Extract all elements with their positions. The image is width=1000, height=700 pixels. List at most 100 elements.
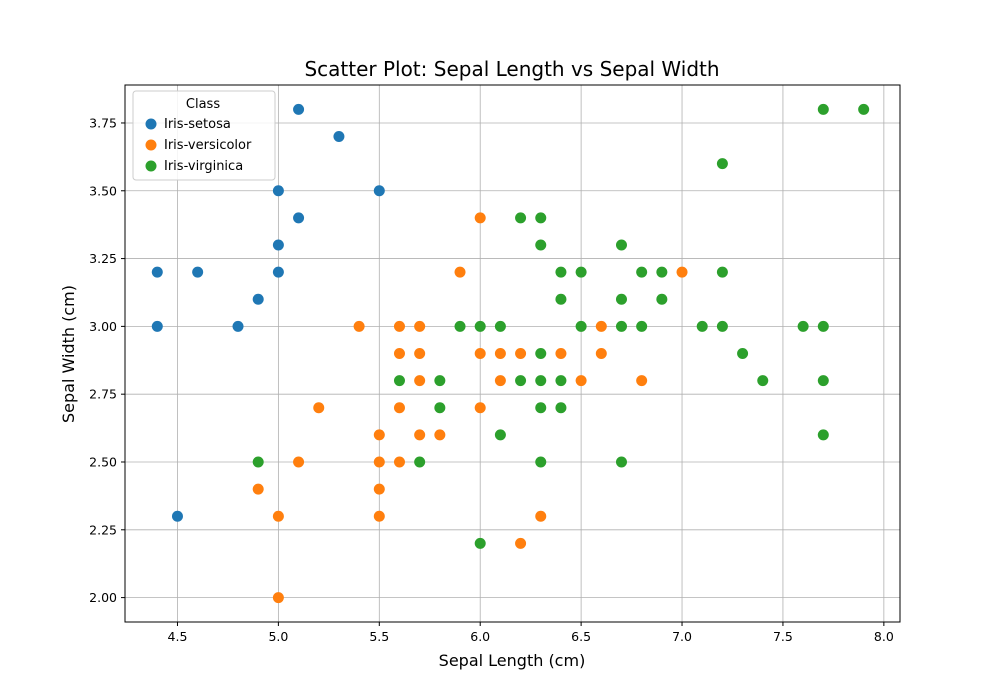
point-iris-virginica <box>434 375 446 387</box>
plot-area-frame <box>124 84 901 623</box>
point-iris-versicolor <box>474 348 486 359</box>
x-axis-title: Sepal Length (cm) <box>439 651 586 670</box>
point-iris-virginica <box>393 375 405 387</box>
point-iris-versicolor <box>293 456 305 468</box>
point-iris-virginica <box>474 537 486 549</box>
point-iris-versicolor <box>595 348 607 359</box>
point-iris-versicolor <box>272 510 284 522</box>
point-iris-versicolor <box>636 375 648 387</box>
point-iris-virginica <box>636 320 648 332</box>
legend-label-versicolor: Iris-versicolor <box>164 138 252 153</box>
legend-label-virginica: Iris-virginica <box>164 159 243 174</box>
point-iris-virginica <box>434 402 446 414</box>
point-iris-virginica <box>454 320 466 332</box>
x-tick-label: 7.0 <box>672 629 692 644</box>
point-iris-versicolor <box>272 592 284 604</box>
point-iris-virginica <box>817 375 829 387</box>
legend-marker-virginica <box>145 160 157 172</box>
point-iris-versicolor <box>454 266 466 278</box>
point-iris-versicolor <box>575 375 587 387</box>
y-tick-label: 2.75 <box>89 387 117 402</box>
point-iris-setosa <box>293 103 305 115</box>
x-tick-label: 7.5 <box>773 629 793 644</box>
point-iris-versicolor <box>414 429 426 441</box>
legend-box <box>132 90 276 181</box>
point-iris-setosa <box>373 185 385 197</box>
point-iris-virginica <box>817 429 829 441</box>
point-iris-virginica <box>555 266 567 278</box>
point-iris-versicolor <box>373 456 385 468</box>
x-tick-label: 5.0 <box>268 629 288 644</box>
y-tick-label: 3.50 <box>89 183 117 198</box>
point-iris-virginica <box>555 293 567 305</box>
point-iris-versicolor <box>494 375 506 387</box>
point-iris-virginica <box>555 402 567 414</box>
point-iris-virginica <box>858 103 870 115</box>
point-iris-setosa <box>272 239 284 251</box>
point-iris-versicolor <box>515 348 527 359</box>
x-tick-label: 5.5 <box>369 629 389 644</box>
point-iris-versicolor <box>313 402 325 414</box>
x-tick-label: 6.0 <box>470 629 490 644</box>
point-iris-versicolor <box>373 483 385 495</box>
point-iris-virginica <box>535 239 547 251</box>
point-iris-virginica <box>535 212 547 224</box>
x-tick-label: 6.5 <box>571 629 591 644</box>
point-iris-virginica <box>615 456 627 468</box>
point-iris-virginica <box>494 320 506 332</box>
point-iris-virginica <box>252 456 264 468</box>
point-iris-versicolor <box>373 429 385 441</box>
point-iris-virginica <box>575 266 587 278</box>
point-iris-virginica <box>656 266 668 278</box>
y-tick-label: 3.00 <box>89 319 117 334</box>
point-iris-setosa <box>151 266 163 278</box>
point-iris-virginica <box>716 320 728 332</box>
point-iris-versicolor <box>393 402 405 414</box>
y-tick-label: 2.00 <box>89 590 117 605</box>
data-points <box>151 103 870 604</box>
point-iris-versicolor <box>373 510 385 522</box>
x-tick-label: 8.0 <box>874 629 894 644</box>
point-iris-virginica <box>817 103 829 115</box>
point-iris-virginica <box>535 375 547 387</box>
point-iris-versicolor <box>393 456 405 468</box>
point-iris-versicolor <box>393 320 405 332</box>
point-iris-virginica <box>575 320 587 332</box>
point-iris-setosa <box>232 320 244 332</box>
point-iris-setosa <box>333 131 345 143</box>
y-axis-title: Sepal Width (cm) <box>59 285 78 423</box>
point-iris-virginica <box>535 402 547 414</box>
point-iris-setosa <box>293 212 305 224</box>
point-iris-virginica <box>615 239 627 251</box>
point-iris-setosa <box>151 320 163 332</box>
legend-marker-setosa <box>145 118 157 130</box>
point-iris-versicolor <box>414 375 426 387</box>
point-iris-virginica <box>797 320 809 332</box>
y-tick-label: 2.25 <box>89 522 117 537</box>
point-iris-virginica <box>515 212 527 224</box>
x-tick-label: 4.5 <box>168 629 188 644</box>
point-iris-versicolor <box>414 320 426 332</box>
legend-label-setosa: Iris-setosa <box>164 117 231 132</box>
point-iris-virginica <box>494 429 506 441</box>
point-iris-versicolor <box>535 510 547 522</box>
point-iris-virginica <box>535 348 547 359</box>
point-iris-virginica <box>515 375 527 387</box>
point-iris-setosa <box>192 266 204 278</box>
legend-title: Class <box>186 97 220 112</box>
point-iris-versicolor <box>474 402 486 414</box>
point-iris-virginica <box>555 375 567 387</box>
point-iris-versicolor <box>474 212 486 224</box>
point-iris-versicolor <box>393 348 405 359</box>
point-iris-virginica <box>535 456 547 468</box>
point-iris-virginica <box>716 266 728 278</box>
point-iris-virginica <box>636 266 648 278</box>
point-iris-versicolor <box>494 348 506 359</box>
point-iris-setosa <box>171 510 183 522</box>
point-iris-virginica <box>696 320 708 332</box>
point-iris-versicolor <box>676 266 688 278</box>
chart-title: Scatter Plot: Sepal Length vs Sepal Widt… <box>304 57 719 81</box>
point-iris-versicolor <box>595 320 607 332</box>
point-iris-versicolor <box>515 537 527 549</box>
